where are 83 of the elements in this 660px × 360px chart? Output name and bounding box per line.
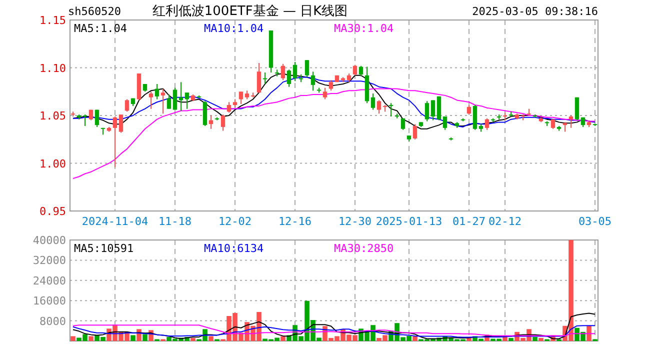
- candlestick: [376, 100, 382, 114]
- candlestick: [568, 115, 574, 128]
- bar: [280, 336, 286, 341]
- candlestick: [184, 92, 190, 110]
- candlestick: [226, 102, 232, 114]
- candlestick: [424, 100, 430, 122]
- x-tick-label: 2024-11-04: [82, 215, 148, 228]
- candlestick: [112, 116, 118, 168]
- y-tick-label: 16000: [32, 294, 66, 308]
- bar: [208, 336, 214, 341]
- line-series: [72, 88, 596, 180]
- bar: [538, 338, 544, 341]
- candlestick: [472, 104, 478, 130]
- candlestick: [436, 96, 442, 121]
- candlestick: [292, 62, 298, 82]
- text: sh560520: [68, 5, 121, 18]
- candlestick: [388, 102, 394, 117]
- bar: [70, 336, 76, 341]
- candlestick: [154, 83, 160, 100]
- bar: [586, 326, 592, 341]
- x-tick-label: 11-18: [158, 215, 192, 228]
- candlestick: [352, 64, 358, 76]
- candlestick: [160, 88, 166, 114]
- text: MA10:6134: [204, 242, 264, 255]
- candlestick: [262, 72, 268, 84]
- y-tick-label: 32000: [32, 254, 66, 268]
- x-tick-label: 12-30: [338, 215, 372, 228]
- x-tick-label: 2025-01-13: [376, 215, 442, 228]
- candlestick: [484, 118, 490, 130]
- candlestick: [172, 87, 178, 110]
- x-tick-label: 12-16: [278, 215, 312, 228]
- x-tick-label: 12-02: [218, 215, 252, 228]
- text: MA10:1.04: [204, 22, 264, 35]
- candlestick: [430, 100, 436, 121]
- bar: [142, 334, 148, 341]
- candlestick: [574, 96, 580, 121]
- candlestick: [412, 124, 418, 140]
- candlestick: [82, 114, 88, 127]
- candlestick: [310, 71, 316, 92]
- candlestick: [442, 116, 448, 130]
- candlestick: [220, 114, 226, 132]
- chart-title: 红利低波100ETF基金 — 日K线图: [152, 4, 348, 19]
- candlestick: [370, 93, 376, 110]
- y-tick-label: 24000: [32, 274, 66, 288]
- y-tick-label: 1.10: [40, 62, 66, 75]
- text: MA30:1.04: [334, 22, 394, 35]
- bar: [190, 338, 196, 341]
- text: 2025-03-05 09:38:16: [472, 5, 598, 18]
- x-tick-label: 01-27: [452, 215, 486, 228]
- candlestick: [562, 122, 568, 132]
- candlestick: [280, 63, 286, 81]
- x-tick-label: 03-05: [578, 215, 612, 228]
- x-tick-label: 02-12: [488, 215, 522, 228]
- candlestick: [322, 87, 328, 100]
- text: MA5:10591: [74, 242, 134, 255]
- bar: [88, 336, 94, 341]
- y-tick-label: 1.00: [40, 157, 66, 170]
- bar: [130, 335, 136, 341]
- bar: [508, 338, 514, 341]
- candlestick: [328, 80, 334, 92]
- candlestick: [166, 94, 172, 110]
- y-tick-label: 1.15: [40, 14, 66, 27]
- bar: [412, 336, 418, 341]
- y-tick-label: 40000: [32, 234, 66, 247]
- candlestick: [238, 91, 244, 105]
- candlestick: [256, 62, 262, 94]
- y-tick-label: 8000: [40, 314, 66, 328]
- candlestick: [202, 100, 208, 127]
- candlestick: [148, 91, 154, 110]
- candlestick: [466, 104, 472, 116]
- candlestick: [358, 65, 364, 77]
- candlestick: [94, 109, 100, 128]
- candlestick: [304, 60, 310, 78]
- text: MA30:2850: [334, 242, 394, 255]
- candlestick: [286, 69, 292, 88]
- y-tick-label: 1.05: [40, 110, 66, 122]
- candlestick: [124, 98, 130, 112]
- candlestick: [118, 114, 124, 134]
- y-tick-label: 0.95: [40, 205, 66, 218]
- text: MA5:1.04: [74, 22, 128, 35]
- bar: [532, 336, 538, 341]
- line-series: [72, 312, 596, 340]
- candlestick: [502, 112, 508, 121]
